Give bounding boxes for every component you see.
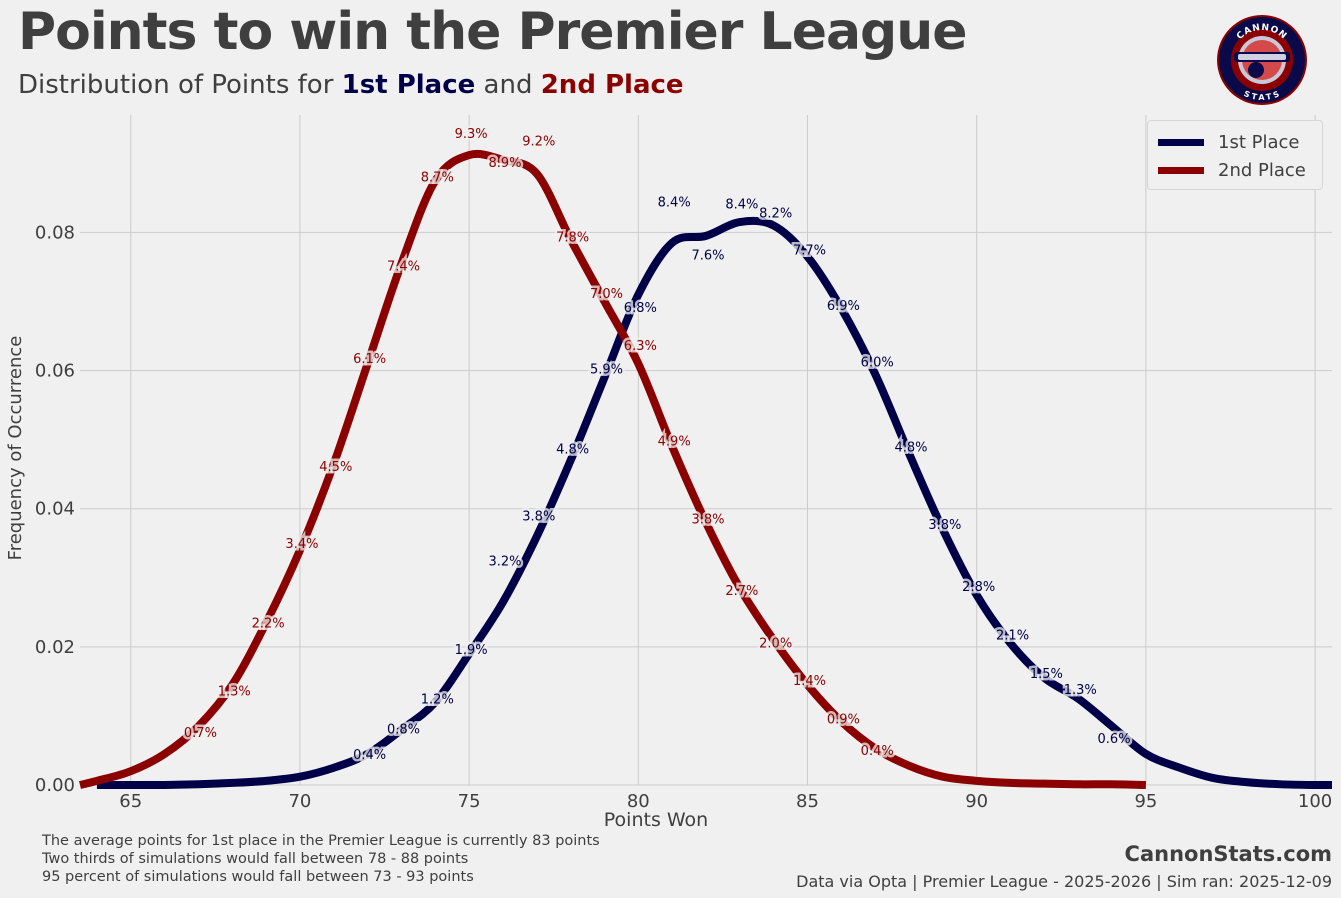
point-label: 1.9%: [455, 643, 488, 658]
point-label: 8.4%: [658, 195, 691, 210]
y-axis-label: Frequency of Occurrence: [5, 336, 26, 561]
chart-point-labels: 0.4%0.8%1.2%1.9%3.2%3.8%4.8%5.9%6.8%8.4%…: [181, 124, 1133, 765]
y-tick-label: 0.04: [35, 499, 75, 520]
point-label: 0.4%: [861, 744, 894, 759]
point-label: 4.5%: [319, 460, 352, 475]
point-label: 1.2%: [421, 693, 454, 708]
y-tick-label: 0.08: [35, 222, 75, 243]
chart-lines: [79, 149, 1333, 790]
first-place-line: [96, 216, 1333, 790]
subtitle-second-place: 2nd Place: [540, 70, 684, 100]
y-tick-label: 0.06: [35, 361, 75, 382]
chart-grid: [80, 115, 1332, 786]
point-label: 4.9%: [658, 434, 691, 449]
point-label: 3.8%: [691, 512, 724, 527]
point-label: 0.8%: [387, 722, 420, 737]
subtitle-first-place: 1st Place: [341, 70, 476, 100]
point-label: 8.4%: [725, 197, 758, 212]
x-tick-label: 70: [288, 791, 311, 812]
legend-swatch-first: [1158, 138, 1204, 146]
source-line: Data via Opta | Premier League - 2025-20…: [796, 872, 1332, 891]
point-label: 8.9%: [488, 156, 521, 171]
chart-legend: 1st Place 2nd Place: [1147, 120, 1323, 190]
legend-item-second: 2nd Place: [1158, 157, 1306, 183]
note-line: 95 percent of simulations would fall bet…: [42, 869, 474, 885]
cannon-stats-logo-icon: CANNON STATS: [1217, 15, 1307, 105]
point-label: 8.7%: [421, 170, 454, 185]
point-label: 7.6%: [691, 249, 724, 264]
x-tick-label: 85: [796, 791, 819, 812]
point-label: 2.2%: [252, 617, 285, 632]
point-label: 6.3%: [624, 339, 657, 354]
point-label: 1.3%: [218, 684, 251, 699]
point-label: 7.7%: [793, 244, 826, 259]
point-label: 1.5%: [1030, 667, 1063, 682]
point-label: 3.4%: [285, 537, 318, 552]
x-tick-label: 65: [119, 791, 142, 812]
point-label: 9.2%: [522, 135, 555, 150]
x-tick-label: 80: [627, 791, 650, 812]
second-place-line: [79, 149, 1146, 789]
legend-swatch-second: [1158, 166, 1204, 174]
point-label: 6.8%: [624, 301, 657, 316]
point-label: 1.4%: [793, 674, 826, 689]
note-line: Two thirds of simulations would fall bet…: [42, 851, 469, 867]
point-label: 6.1%: [353, 352, 386, 367]
point-label: 6.9%: [827, 299, 860, 314]
chart-axes: 65 70 75 80 85 90 95 100 0.00 0.02 0.04 0.06 0.08 Poi…: [5, 222, 1332, 831]
point-label: 8.2%: [759, 206, 792, 221]
point-label: 0.9%: [827, 713, 860, 728]
point-label: 7.0%: [590, 287, 623, 302]
legend-item-first: 1st Place: [1158, 129, 1299, 155]
point-label: 3.8%: [522, 510, 555, 525]
x-axis-label: Points Won: [604, 809, 708, 831]
y-tick-label: 0.02: [35, 637, 75, 658]
x-tick-label: 100: [1298, 791, 1332, 812]
point-label: 2.7%: [725, 584, 758, 599]
legend-label-first: 1st Place: [1218, 131, 1300, 153]
y-tick-label: 0.00: [35, 775, 75, 796]
point-label: 5.9%: [590, 362, 623, 377]
point-label: 4.8%: [895, 441, 928, 456]
point-label: 7.8%: [556, 231, 589, 246]
summary-notes: The average points for 1st place in the …: [42, 832, 600, 886]
point-label: 2.1%: [996, 628, 1029, 643]
point-label: 0.4%: [353, 748, 386, 763]
point-label: 3.2%: [488, 555, 521, 570]
page-title: Points to win the Premier League: [18, 2, 968, 62]
page-subtitle: Distribution of Points for 1st Place and…: [18, 70, 684, 100]
point-label: 9.3%: [455, 127, 488, 142]
point-label: 0.6%: [1098, 732, 1131, 747]
subtitle-mid: and: [475, 70, 541, 100]
point-label: 0.7%: [184, 726, 217, 741]
x-tick-label: 90: [965, 791, 988, 812]
point-label: 2.0%: [759, 637, 792, 652]
note-line: The average points for 1st place in the …: [42, 833, 600, 849]
brand-name: CannonStats.com: [1124, 842, 1332, 866]
point-label: 6.0%: [861, 356, 894, 371]
point-label: 7.4%: [387, 260, 420, 275]
point-label: 4.8%: [556, 443, 589, 458]
legend-label-second: 2nd Place: [1218, 159, 1306, 181]
point-label: 3.8%: [928, 518, 961, 533]
x-tick-label: 95: [1134, 791, 1157, 812]
subtitle-prefix: Distribution of Points for: [18, 70, 342, 100]
point-label: 1.3%: [1064, 683, 1097, 698]
point-label: 2.8%: [962, 580, 995, 595]
x-tick-label: 75: [458, 791, 481, 812]
